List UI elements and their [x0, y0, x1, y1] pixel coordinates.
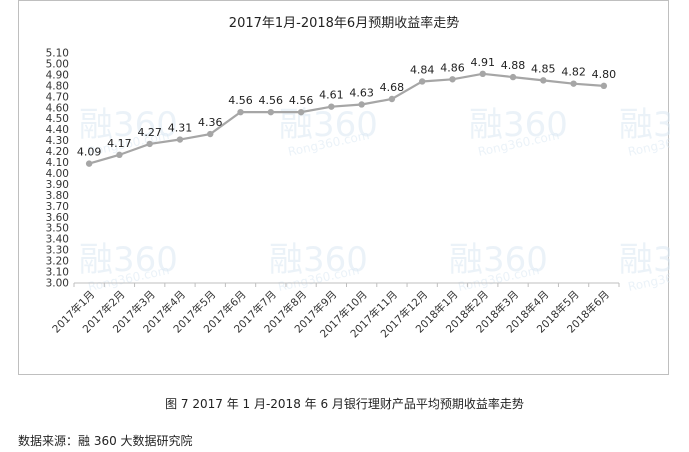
y-tick-label: 3.20 — [46, 256, 69, 268]
y-tick-label: 4.30 — [46, 135, 69, 147]
data-point — [267, 108, 275, 116]
watermark-logo: 融360 — [449, 240, 548, 280]
x-axis: 2017年1月2017年2月2017年3月2017年4月2017年5月2017年… — [50, 282, 620, 340]
chart-container: 融360 Rong360.com 融360 Rong360.com 融360 Rong36… — [18, 0, 670, 375]
series-layer: 4.09 4.17 4.27 4.31 4.36 4.56 4.56 4.56 4.61 4.63… — [77, 56, 616, 167]
data-label: 4.80 — [592, 68, 617, 81]
y-tick-label: 3.10 — [46, 267, 69, 279]
data-label: 4.84 — [410, 63, 435, 76]
y-tick-label: 5.00 — [46, 58, 69, 70]
watermark-logo: 融360 — [79, 105, 178, 145]
data-point — [176, 136, 184, 143]
data-label: 4.86 — [440, 61, 465, 74]
data-point — [207, 130, 214, 138]
y-tick-label: 3.70 — [46, 201, 69, 213]
data-point — [388, 95, 396, 103]
y-axis: 3.003.103.203.303.403.503.603.703.803.90… — [46, 48, 69, 290]
y-tick-label: 4.00 — [46, 168, 69, 180]
data-label: 4.56 — [228, 94, 253, 107]
watermark-logo: 融360 — [619, 105, 670, 145]
data-label: 4.61 — [319, 89, 344, 102]
data-point — [358, 101, 365, 108]
series-line — [88, 72, 604, 165]
data-point — [328, 103, 335, 110]
data-label: 4.17 — [107, 137, 131, 150]
data-point — [146, 140, 153, 148]
data-label: 4.85 — [531, 62, 556, 75]
y-tick-label: 3.40 — [46, 234, 69, 246]
y-tick-label: 4.20 — [46, 146, 69, 158]
y-tick-label: 5.10 — [46, 48, 69, 60]
data-point — [479, 70, 486, 78]
watermark-logo: 融360 — [619, 240, 670, 280]
data-point — [540, 77, 547, 84]
data-point — [237, 108, 244, 116]
y-tick-label: 4.50 — [46, 113, 69, 125]
data-label: 4.56 — [259, 94, 284, 107]
y-tick-label: 4.80 — [46, 80, 69, 92]
data-label: 4.09 — [77, 146, 102, 159]
chart-title: 2017年1月-2018年6月预期收益率走势 — [229, 15, 459, 31]
y-tick-label: 4.10 — [46, 157, 69, 169]
y-tick-label: 3.60 — [46, 212, 69, 224]
data-label: 4.88 — [501, 59, 526, 72]
y-tick-label: 4.90 — [46, 69, 69, 81]
y-tick-label: 3.90 — [46, 179, 69, 191]
data-point — [297, 108, 305, 116]
watermark-logo: 融360 — [79, 240, 178, 280]
y-tick-label: 4.40 — [46, 124, 69, 136]
data-point — [449, 76, 456, 83]
data-point — [600, 82, 608, 90]
data-label: 4.63 — [349, 86, 374, 99]
data-label: 4.56 — [289, 94, 314, 107]
data-point — [418, 78, 426, 85]
watermark-logo: 融360 — [469, 105, 568, 145]
figure-caption: 图 7 2017 年 1 月-2018 年 6 月银行理财产品平均预期收益率走势 — [165, 397, 524, 411]
y-tick-label: 3.00 — [46, 278, 69, 290]
data-label: 4.82 — [561, 66, 586, 79]
y-tick-label: 4.70 — [46, 91, 69, 103]
data-label: 4.27 — [137, 126, 162, 139]
y-tick-label: 4.60 — [46, 102, 69, 114]
watermark-logo: 融360 — [269, 240, 368, 280]
data-label: 4.31 — [168, 122, 193, 135]
data-label: 4.68 — [380, 81, 405, 94]
data-point — [85, 160, 93, 167]
y-tick-label: 3.30 — [46, 245, 69, 257]
data-point — [570, 80, 577, 87]
data-label: 4.91 — [471, 56, 496, 69]
data-label: 4.36 — [198, 116, 223, 129]
data-point — [509, 73, 517, 81]
data-point — [116, 151, 123, 159]
data-source: 数据来源：融 360 大数据研究院 — [18, 434, 193, 448]
y-tick-label: 3.80 — [46, 190, 69, 202]
y-tick-label: 3.50 — [46, 223, 69, 235]
